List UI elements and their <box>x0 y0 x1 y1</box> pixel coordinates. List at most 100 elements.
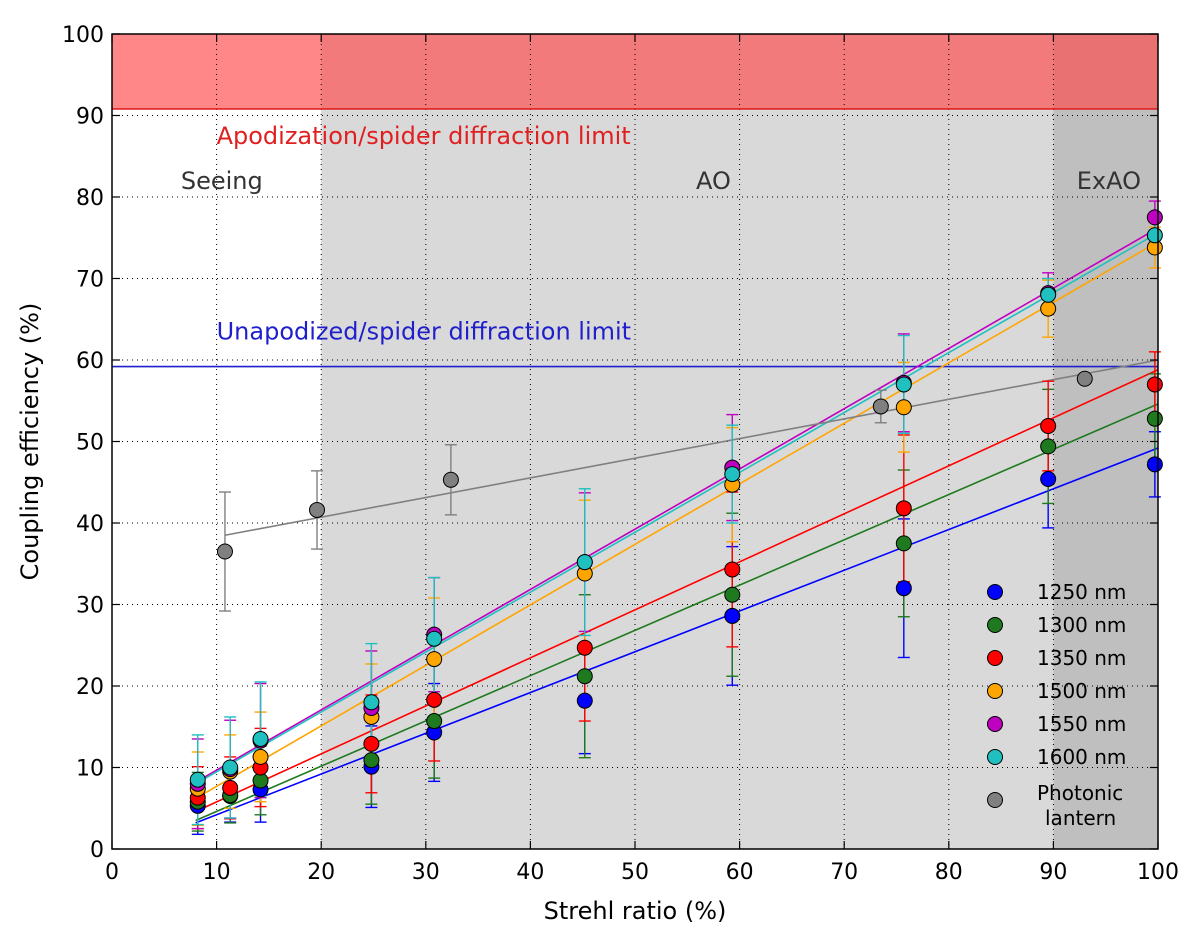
legend-label-line1: Photonic <box>1037 781 1123 805</box>
fit-line-1600nm <box>195 232 1159 785</box>
legend-label: 1600 nm <box>1037 745 1126 769</box>
data-point-photonic-lantern <box>442 471 459 488</box>
data-point-1500nm <box>895 399 912 416</box>
data-point-1600nm <box>222 759 239 776</box>
x-tick-label: 30 <box>412 860 440 885</box>
fit-line-1250nm <box>195 447 1159 824</box>
limit-lines-layer <box>112 108 1158 368</box>
legend-entry-1250nm: 1250 nm <box>987 580 1126 604</box>
fit-line-1300nm <box>195 403 1159 822</box>
x-tick-label: 40 <box>516 860 544 885</box>
axes-layer: 0 10 20 30 40 50 60 70 80 90 100 0 10 20 30 40 50 60 70 80 9… <box>16 23 1179 925</box>
legend: 1250 nm 1300 nm 1350 nm 1500 nm 1550 nm 1600 … <box>987 580 1126 830</box>
data-point-1300nm <box>363 752 380 769</box>
data-point-1600nm <box>1040 286 1057 303</box>
data-point-1300nm <box>895 535 912 552</box>
fit-line-1500nm <box>195 241 1159 800</box>
legend-entry-1350nm: 1350 nm <box>987 646 1126 670</box>
data-point-1300nm <box>1146 410 1163 427</box>
legend-label: 1550 nm <box>1037 712 1126 736</box>
data-point-photonic-lantern <box>1076 370 1093 387</box>
legend-marker <box>987 716 1003 732</box>
x-tick-label: 100 <box>1137 860 1179 885</box>
y-tick-label: 0 <box>90 838 104 863</box>
legend-label: 1350 nm <box>1037 646 1126 670</box>
legend-label-line2: lantern <box>1045 806 1116 830</box>
fit-lines-layer <box>195 227 1159 824</box>
apodization-limit-shading <box>112 34 1158 109</box>
y-tick-label: 20 <box>76 675 104 700</box>
legend-label: 1300 nm <box>1037 613 1126 637</box>
data-point-photonic-lantern <box>872 398 889 415</box>
fit-line-1550nm <box>195 227 1159 783</box>
legend-marker <box>987 584 1003 600</box>
grid-layer <box>112 34 1158 849</box>
data-point-photonic-lantern <box>309 501 326 518</box>
x-tick-label: 20 <box>307 860 335 885</box>
data-point-1350nm <box>576 639 593 656</box>
y-tick-label: 100 <box>62 23 104 48</box>
data-point-1600nm <box>189 771 206 788</box>
data-point-1350nm <box>363 735 380 752</box>
fit-line-1350nm <box>195 369 1159 813</box>
x-tick-label: 70 <box>830 860 858 885</box>
data-point-1500nm <box>1040 300 1057 317</box>
data-point-1500nm <box>426 651 443 668</box>
annotations-layer: Seeing AO ExAO Apodization/spider diffracti… <box>181 122 1141 346</box>
data-point-1250nm <box>1040 470 1057 487</box>
legend-entry-1300nm: 1300 nm <box>987 613 1126 637</box>
apodization-limit-label: Apodization/spider diffraction limit <box>217 122 631 150</box>
data-point-1300nm <box>426 713 443 730</box>
data-point-1600nm <box>1146 227 1163 244</box>
data-point-photonic-lantern <box>216 543 233 560</box>
y-tick-label: 40 <box>76 512 104 537</box>
legend-marker <box>987 749 1003 765</box>
data-point-1300nm <box>724 586 741 603</box>
legend-entry-1550nm: 1550 nm <box>987 712 1126 736</box>
data-point-1300nm <box>576 668 593 685</box>
x-tick-label: 90 <box>1039 860 1067 885</box>
region-label-ao: AO <box>696 167 731 195</box>
y-tick-label: 50 <box>76 431 104 456</box>
unapodized-limit-label: Unapodized/spider diffraction limit <box>217 318 631 346</box>
data-point-1250nm <box>724 607 741 624</box>
x-tick-label: 10 <box>203 860 231 885</box>
data-point-1350nm <box>895 500 912 517</box>
data-point-1250nm <box>895 580 912 597</box>
data-point-1600nm <box>576 554 593 571</box>
y-tick-label: 10 <box>76 757 104 782</box>
data-point-1350nm <box>1040 418 1057 435</box>
data-point-1350nm <box>724 561 741 578</box>
data-point-1600nm <box>426 630 443 647</box>
x-tick-label: 80 <box>935 860 963 885</box>
y-tick-label: 60 <box>76 349 104 374</box>
fit-line-photonic-lantern <box>224 359 1159 537</box>
x-tick-label: 0 <box>105 860 119 885</box>
legend-marker <box>987 617 1003 633</box>
region-seeing-band <box>112 34 322 849</box>
x-axis-title: Strehl ratio (%) <box>544 897 727 925</box>
legend-label: 1250 nm <box>1037 580 1126 604</box>
data-point-1250nm <box>576 692 593 709</box>
y-tick-label: 90 <box>76 105 104 130</box>
data-point-1500nm <box>252 748 269 765</box>
region-label-seeing: Seeing <box>181 167 263 195</box>
data-point-1350nm <box>1146 376 1163 393</box>
data-point-1300nm <box>1040 438 1057 455</box>
data-point-1350nm <box>426 691 443 708</box>
data-point-1250nm <box>1146 456 1163 473</box>
y-tick-label: 30 <box>76 594 104 619</box>
x-tick-label: 60 <box>726 860 754 885</box>
legend-marker <box>987 650 1003 666</box>
legend-label: 1500 nm <box>1037 679 1126 703</box>
data-point-1550nm <box>1146 209 1163 226</box>
legend-marker <box>987 792 1003 808</box>
legend-entry-1500nm: 1500 nm <box>987 679 1126 703</box>
data-point-1600nm <box>252 730 269 747</box>
x-tick-label: 50 <box>621 860 649 885</box>
y-tick-label: 70 <box>76 268 104 293</box>
region-label-exao: ExAO <box>1077 167 1141 195</box>
data-point-1600nm <box>724 466 741 483</box>
